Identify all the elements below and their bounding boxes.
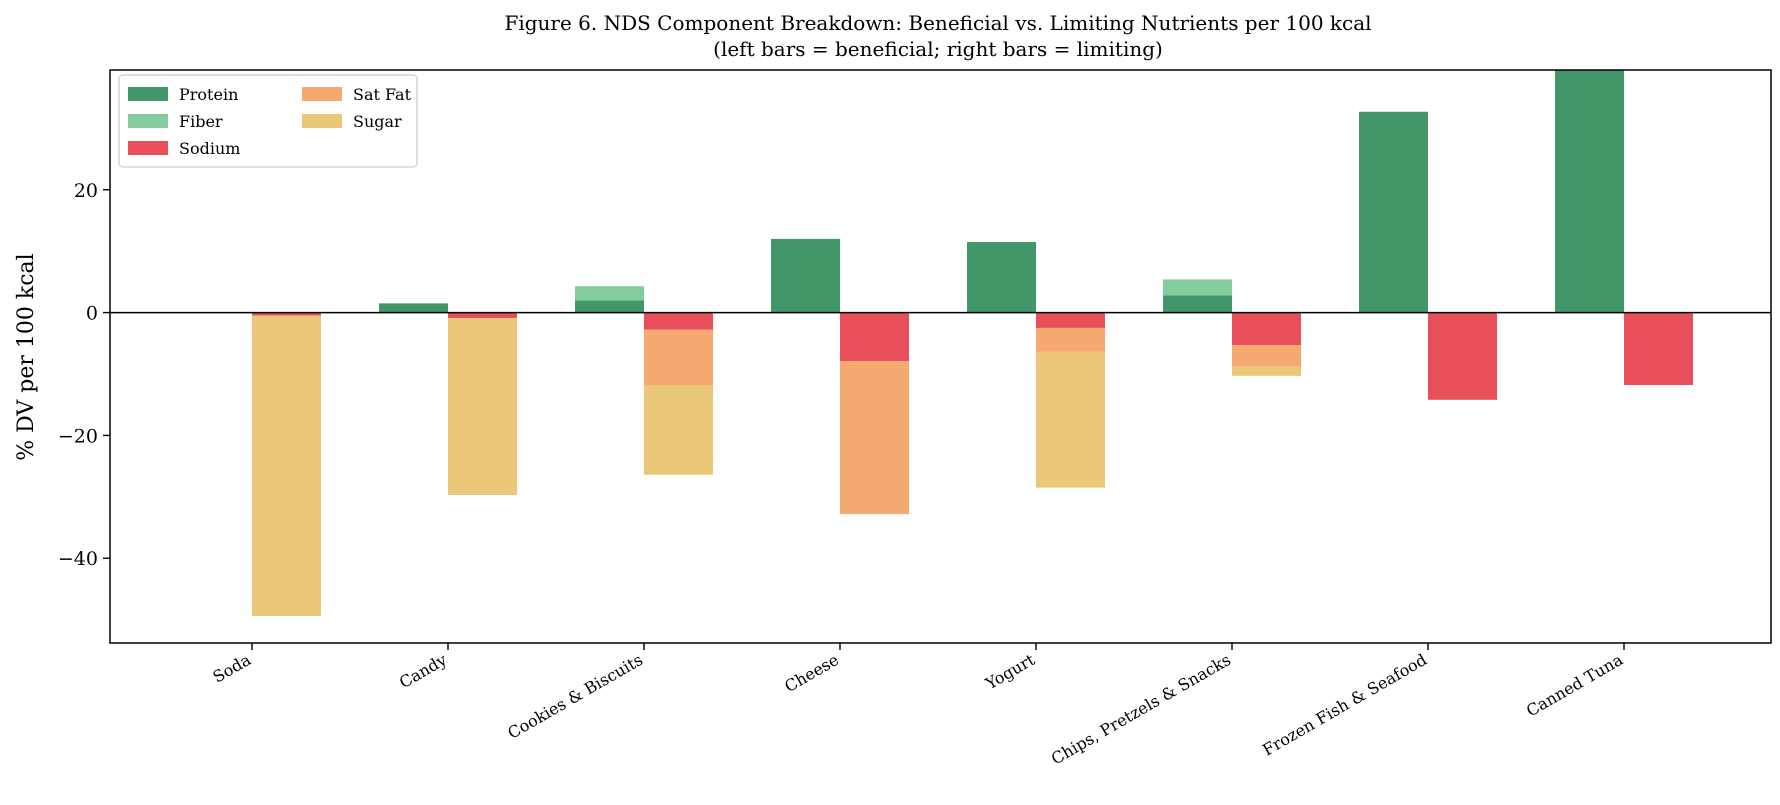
x-tick-label: Candy bbox=[396, 650, 450, 692]
legend-swatch bbox=[128, 141, 168, 155]
legend-swatch bbox=[128, 87, 168, 101]
chart-title: Figure 6. NDS Component Breakdown: Benef… bbox=[504, 11, 1371, 35]
x-tick-label: Cookies & Biscuits bbox=[504, 650, 646, 743]
legend-label: Sodium bbox=[179, 139, 240, 158]
legend-swatch bbox=[302, 114, 342, 128]
bar-sodium bbox=[1428, 312, 1497, 400]
bar-sodium bbox=[448, 312, 517, 319]
x-tick-label: Soda bbox=[210, 650, 255, 687]
bars-layer bbox=[252, 70, 1693, 616]
bar-fiber bbox=[1163, 279, 1232, 296]
legend-label: Sugar bbox=[353, 112, 402, 131]
bar-protein bbox=[1555, 70, 1624, 313]
y-tick-label: 20 bbox=[74, 180, 98, 202]
bar-protein bbox=[379, 303, 448, 313]
chart-subtitle: (left bars = beneficial; right bars = li… bbox=[713, 37, 1163, 61]
legend-label: Sat Fat bbox=[353, 85, 412, 104]
bar-sugar bbox=[1036, 351, 1105, 488]
legend-label: Fiber bbox=[179, 112, 223, 131]
x-tick-label: Cheese bbox=[781, 650, 842, 696]
bar-fiber bbox=[575, 286, 644, 301]
bar-sodium bbox=[252, 312, 321, 316]
bar-sat-fat bbox=[1036, 327, 1105, 352]
bar-sodium bbox=[1232, 312, 1301, 346]
bar-sat-fat bbox=[840, 361, 909, 515]
legend-box bbox=[118, 74, 418, 168]
bar-protein bbox=[967, 241, 1036, 313]
bar-sugar bbox=[252, 315, 321, 616]
y-tick-label: −20 bbox=[58, 425, 98, 447]
bar-sat-fat bbox=[1232, 345, 1301, 367]
x-tick-label: Chips, Pretzels & Snacks bbox=[1048, 650, 1234, 768]
plot-frame bbox=[109, 69, 1772, 644]
bar-protein bbox=[1163, 295, 1232, 313]
bar-sodium bbox=[1624, 312, 1693, 386]
bar-sugar bbox=[1232, 366, 1301, 376]
legend-swatch bbox=[128, 114, 168, 128]
legend-swatch bbox=[302, 87, 342, 101]
y-axis: −40 −20 0 20 bbox=[58, 180, 110, 570]
bar-sodium bbox=[840, 312, 909, 362]
x-axis: Soda Candy Cookies & Biscuits Cheese Yogurt C… bbox=[210, 643, 1626, 768]
bar-sodium bbox=[644, 312, 713, 330]
legend-label: Protein bbox=[179, 85, 238, 104]
legend: Protein Fiber Sodium Sat Fat Sugar bbox=[118, 74, 418, 168]
x-tick-label: Canned Tuna bbox=[1523, 650, 1626, 721]
bar-protein bbox=[771, 238, 840, 313]
y-tick-label: −40 bbox=[58, 548, 98, 570]
bar-sodium bbox=[1036, 312, 1105, 328]
bar-sat-fat bbox=[644, 329, 713, 386]
bar-protein bbox=[575, 300, 644, 313]
x-tick-label: Yogurt bbox=[981, 650, 1038, 694]
bar-sugar bbox=[644, 385, 713, 475]
y-axis-label: % DV per 100 kcal bbox=[14, 253, 39, 460]
y-tick-label: 0 bbox=[86, 303, 98, 325]
x-tick-label: Frozen Fish & Seafood bbox=[1259, 650, 1430, 760]
bar-sugar bbox=[448, 318, 517, 495]
bar-protein bbox=[1359, 111, 1428, 313]
